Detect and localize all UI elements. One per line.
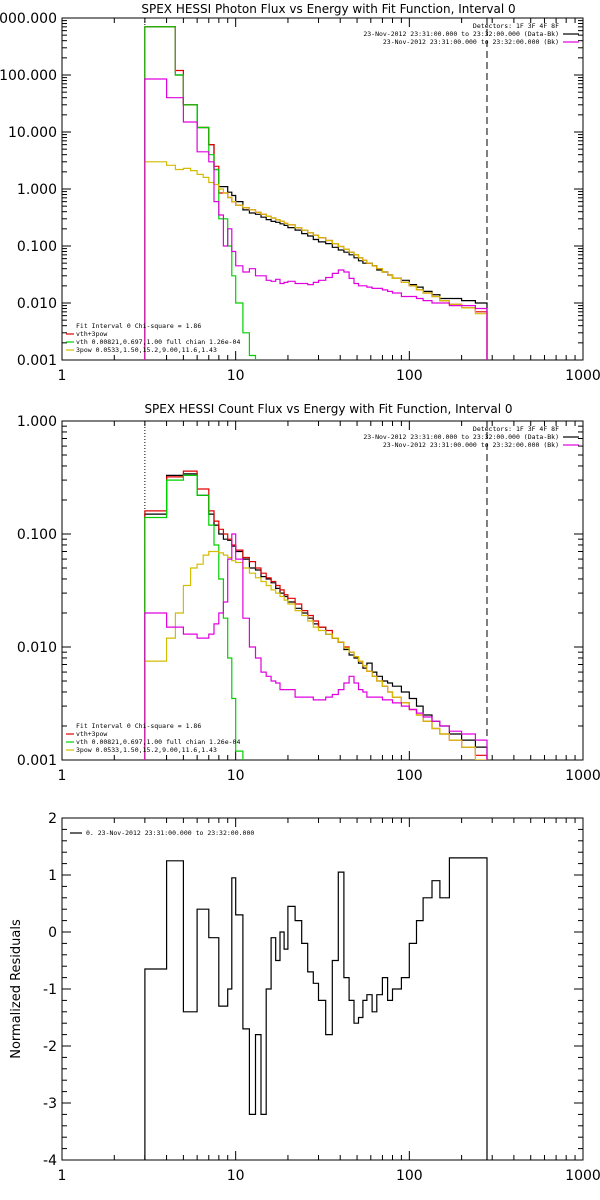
legend-entry: 3pow 0.0533,1.50,15.2,9.00,11.6,1.43: [76, 346, 217, 354]
legend-entry: 23-Nov-2012 23:31:00.000 to 23:32:00.000…: [383, 441, 559, 449]
legend-entry: vth 0.00821,0.697,1.00 full chian 1.26e-…: [76, 738, 240, 746]
series-line-3pow: [144, 550, 487, 760]
y-tick-label: 2: [48, 811, 57, 827]
plot-frame: [61, 420, 584, 761]
y-tick-label: 100.000: [0, 68, 57, 84]
chart-panel-1: SPEX HESSI Photon Flux vs Energy with Fi…: [0, 2, 600, 384]
plot-frame: [61, 17, 584, 361]
legend-entry: Fit Interval 0 Chi-square = 1.86: [76, 722, 201, 730]
series-line-data-bk: [144, 473, 488, 760]
y-tick-label: -2: [43, 1039, 57, 1055]
y-tick-label: 0.010: [17, 296, 57, 312]
data-area: [144, 857, 488, 1160]
legend-entry: vth+3pow: [76, 330, 107, 338]
data-area: [144, 26, 488, 360]
y-tick-label: 1.000: [17, 182, 57, 198]
legend-entry: Fit Interval 0 Chi-square = 1.86: [76, 322, 201, 330]
x-tick-label: 100: [396, 1168, 423, 1184]
y-tick-label: 0: [48, 925, 57, 941]
x-tick-label: 10: [227, 368, 245, 384]
legend-entry: 23-Nov-2012 23:31:00.000 to 23:32:00.000…: [383, 38, 559, 46]
plot-frame: [61, 817, 584, 1161]
x-tick-label: 1000: [565, 368, 600, 384]
series-line-vth: [144, 26, 257, 360]
x-tick-label: 1: [58, 1168, 67, 1184]
series-line-vth-3pow: [144, 470, 488, 760]
chart-panel-2: SPEX HESSI Count Flux vs Energy with Fit…: [17, 402, 600, 784]
y-tick-label: 0.001: [17, 353, 57, 369]
y-tick-label: -4: [43, 1153, 57, 1169]
series-line-bk: [144, 78, 488, 360]
x-tick-label: 10: [227, 1168, 245, 1184]
legend-entry: 23-Nov-2012 23:31:00.000 to 23:32:00.000…: [363, 30, 559, 38]
x-tick-label: 1: [58, 368, 67, 384]
y-tick-label: 1.000: [17, 414, 57, 430]
series-line-vth: [144, 474, 244, 760]
x-tick-label: 100: [396, 768, 423, 784]
y-tick-label: 0.010: [17, 640, 57, 656]
legend-entry: 23-Nov-2012 23:31:00.000 to 23:32:00.000…: [363, 433, 559, 441]
x-tick-label: 10: [227, 768, 245, 784]
y-tick-label: 0.100: [17, 239, 57, 255]
y-tick-label: 1000.000: [0, 11, 57, 27]
legend-entry: Detectors: 1F 3F 4F 8F: [473, 425, 559, 433]
chart-title: SPEX HESSI Count Flux vs Energy with Fit…: [144, 402, 512, 416]
x-tick-label: 1000: [565, 768, 600, 784]
x-tick-label: 1: [58, 768, 67, 784]
x-tick-label: 1000: [565, 1168, 600, 1184]
y-tick-label: 10.000: [8, 125, 57, 141]
series-line-bk: [144, 533, 488, 760]
chart-title: SPEX HESSI Photon Flux vs Energy with Fi…: [141, 2, 515, 16]
chart-panel-3: Normalized Residuals 1 10 100 1000 -4 -3 -2 -1 0 1…: [9, 811, 600, 1184]
legend-entry: Detectors: 1F 3F 4F 8F: [473, 22, 559, 30]
legend-entry: vth 0.00821,0.697,1.00 full chian 1.26e-…: [76, 338, 240, 346]
y-axis-label: Normalized Residuals: [9, 919, 24, 1059]
series-line-data-bk: [144, 26, 488, 360]
series-line-vth-3pow: [144, 26, 488, 360]
y-tick-label: 1: [48, 868, 57, 884]
y-tick-label: 0.001: [17, 753, 57, 769]
y-tick-label: -3: [43, 1096, 57, 1112]
y-tick-label: 0.100: [17, 527, 57, 543]
y-tick-label: -1: [43, 982, 57, 998]
series-line-3pow: [144, 161, 488, 360]
legend-entry: 3pow 0.0533,1.50,15.2,9.00,11.6,1.43: [76, 746, 217, 754]
legend-entry: vth+3pow: [76, 730, 107, 738]
data-area: [144, 470, 488, 760]
x-tick-label: 100: [396, 368, 423, 384]
series-line-0-23-nov-2012-23-31-00-000-to-23-32-00-000: [144, 857, 488, 1160]
legend-entry: 0. 23-Nov-2012 23:31:00.000 to 23:32:00.…: [86, 829, 254, 837]
